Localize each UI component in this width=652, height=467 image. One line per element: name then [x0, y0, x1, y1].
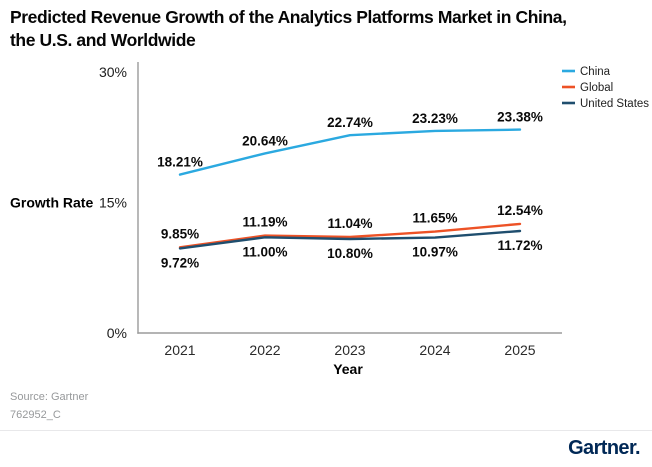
x-tick-label: 2025 — [504, 342, 535, 358]
y-tick-label: 0% — [107, 325, 127, 341]
source-block: Source: Gartner 762952_C — [10, 388, 88, 424]
data-label: 10.97% — [412, 245, 458, 260]
page-title: Predicted Revenue Growth of the Analytic… — [10, 6, 650, 52]
y-tick-label: 15% — [99, 195, 127, 211]
source-text: Source: Gartner — [10, 391, 89, 403]
x-tick-label: 2023 — [334, 342, 365, 358]
data-label: 11.19% — [242, 215, 287, 230]
data-label: 10.80% — [327, 246, 373, 261]
data-label: 23.38% — [497, 110, 543, 125]
page-title-line2: the U.S. and Worldwide — [10, 30, 196, 50]
data-label: 12.54% — [497, 203, 543, 218]
y-tick-label: 30% — [99, 64, 127, 80]
series-line-united-states — [178, 229, 522, 250]
legend-label: Global — [580, 82, 613, 94]
data-label: 11.72% — [497, 238, 542, 253]
x-tick-label: 2022 — [249, 342, 280, 358]
source-id: 762952_C — [10, 409, 61, 421]
series-line-global — [178, 222, 522, 249]
page-title-line1: Predicted Revenue Growth of the Analytic… — [10, 7, 567, 27]
data-label: 20.64% — [242, 133, 288, 148]
x-axis-title: Year — [333, 361, 363, 377]
x-tick-label: 2024 — [419, 342, 450, 358]
gartner-logo: Gartner. — [568, 437, 641, 459]
data-label: 18.21% — [157, 155, 203, 170]
data-label: 11.00% — [242, 244, 287, 259]
data-label: 9.72% — [161, 255, 199, 270]
series-line-china — [178, 128, 522, 176]
data-label: 11.65% — [412, 211, 457, 226]
footer-divider — [0, 430, 652, 431]
data-label: 11.04% — [327, 216, 372, 231]
y-axis-title: Growth Rate — [10, 195, 93, 211]
data-label: 22.74% — [327, 115, 373, 130]
legend-label: United States — [580, 98, 649, 110]
x-tick-label: 2021 — [164, 342, 195, 358]
data-label: 23.23% — [412, 111, 458, 126]
legend-label: China — [580, 66, 611, 78]
data-label: 9.85% — [161, 226, 199, 241]
